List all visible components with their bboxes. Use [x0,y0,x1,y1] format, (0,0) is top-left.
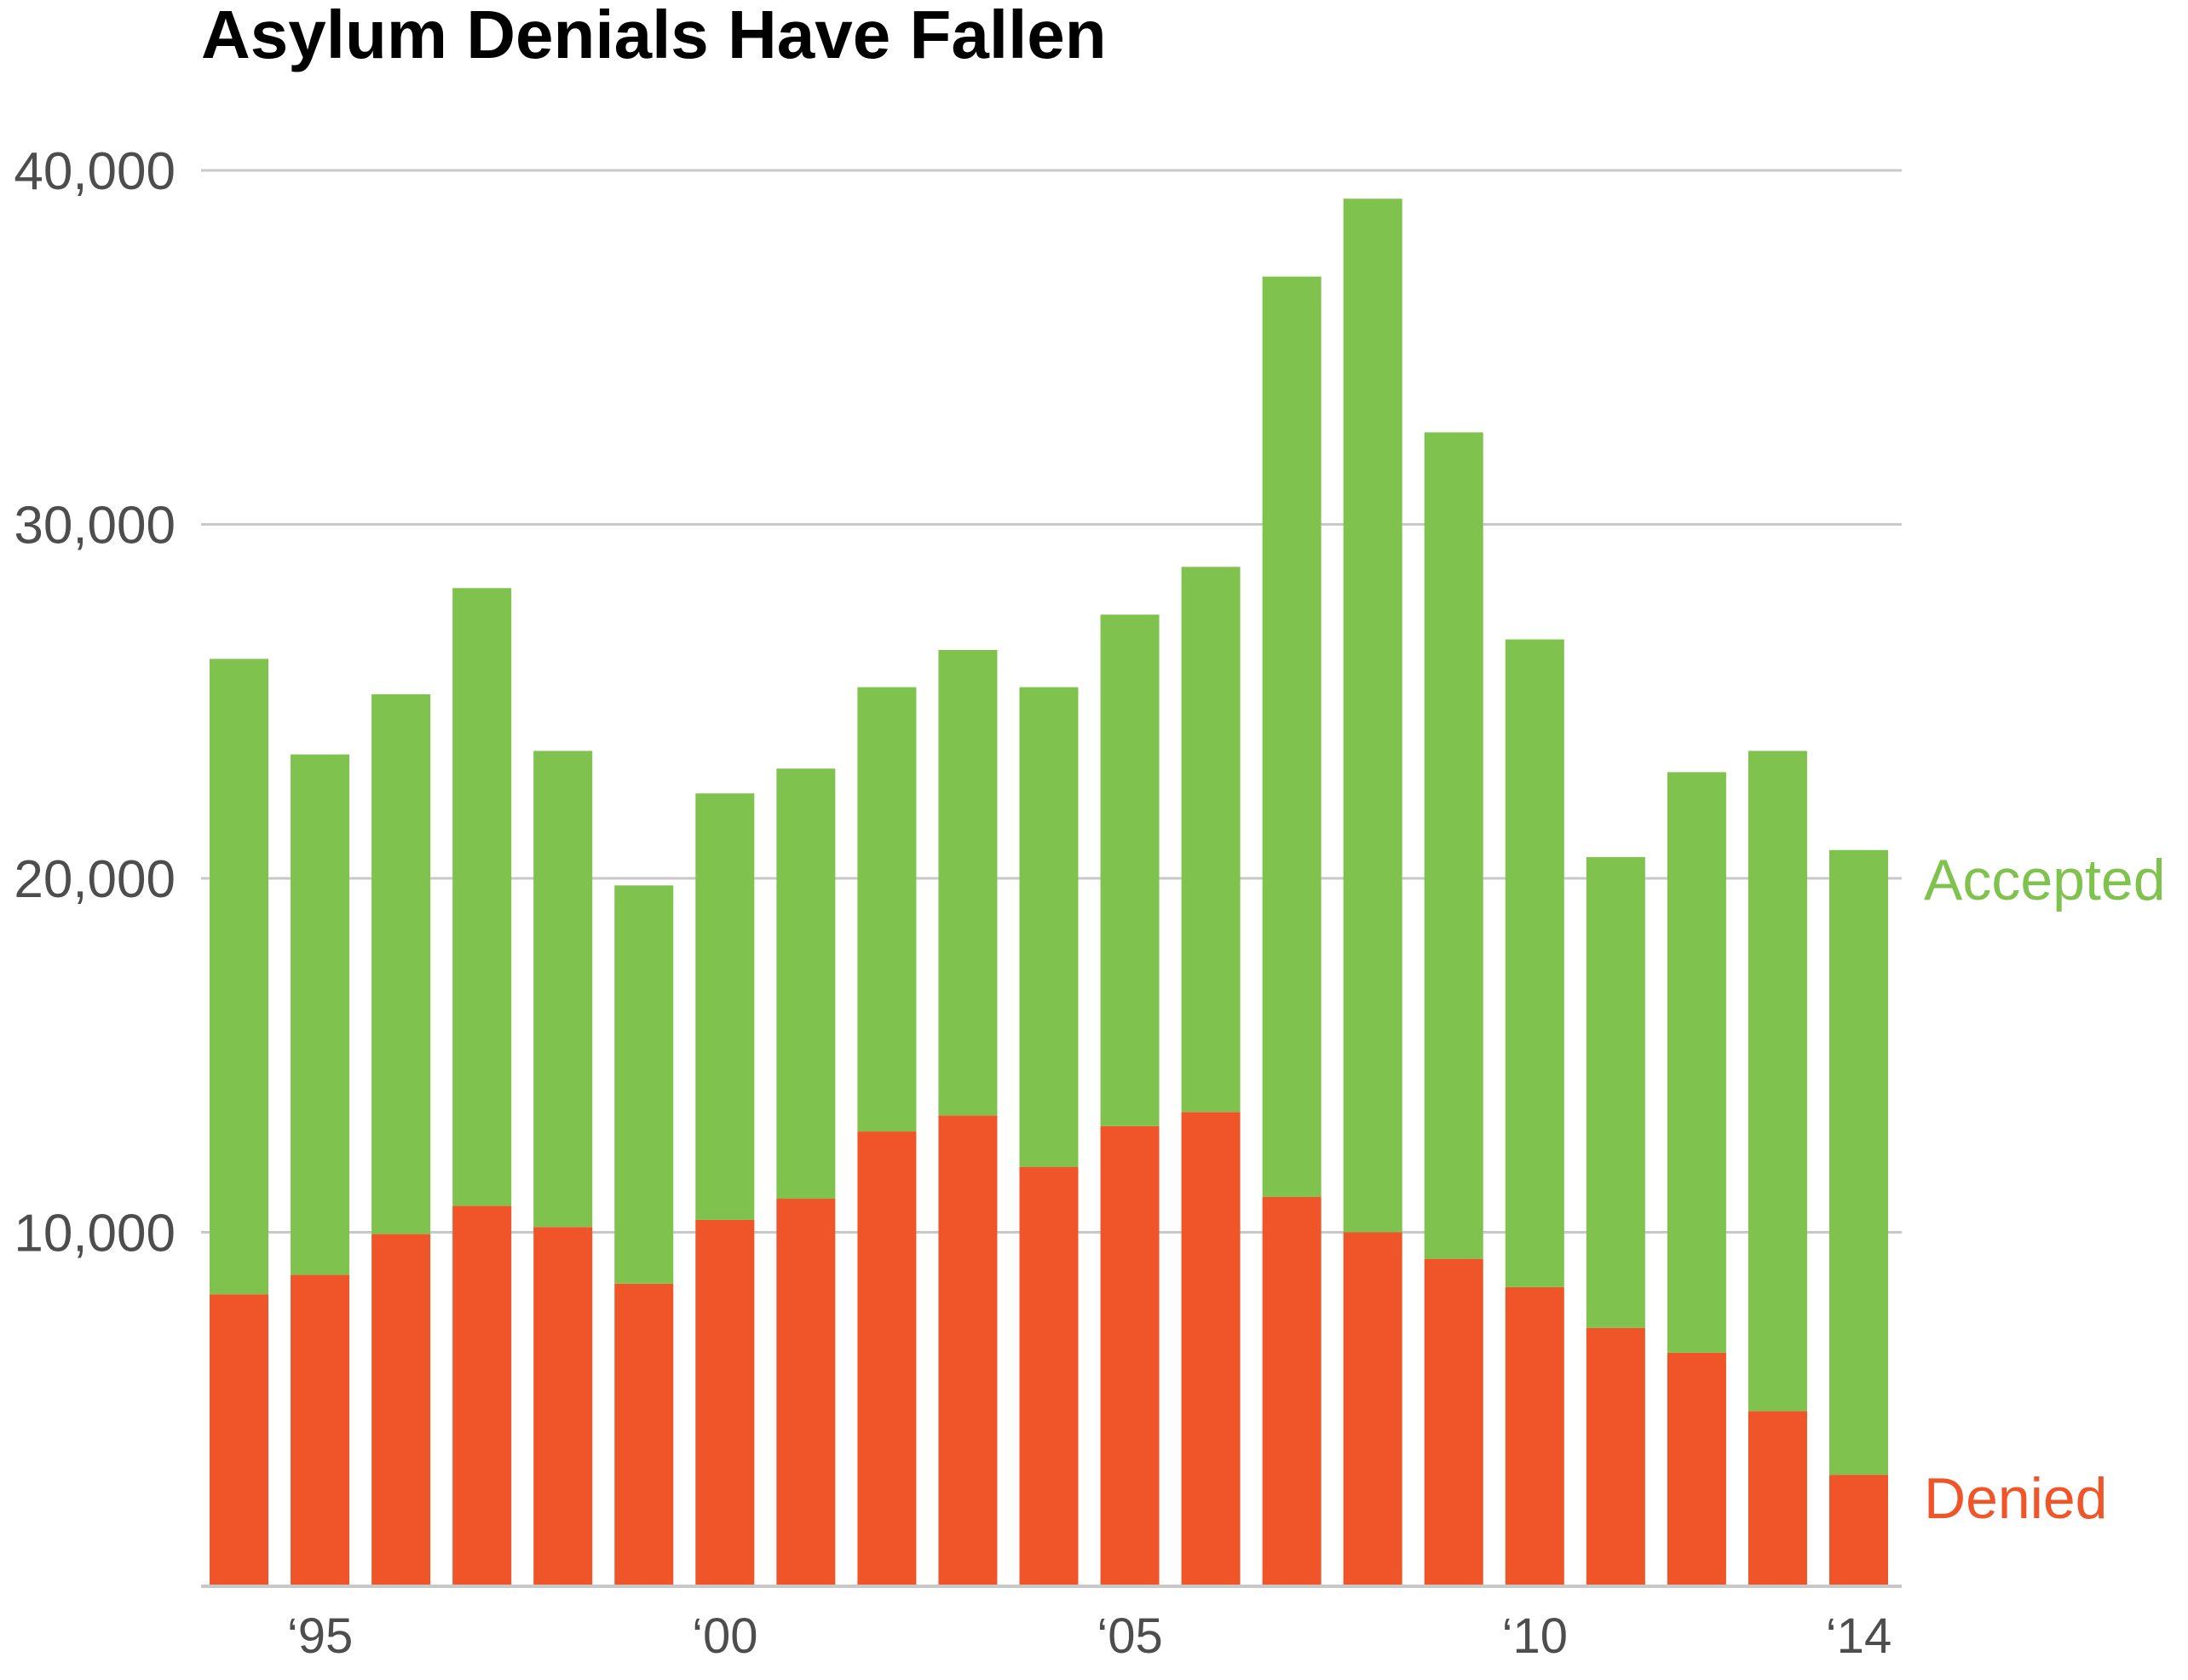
bar-accepted-1999 [614,885,674,1284]
bar-denied-2011 [1586,1327,1645,1586]
y-tick-label: 10,000 [14,1205,176,1263]
bar-accepted-2005 [1100,614,1160,1126]
bar-denied-2004 [1019,1166,1079,1586]
bar-denied-2013 [1748,1411,1807,1586]
bar-accepted-2014 [1829,849,1888,1476]
bar-denied-1996 [371,1234,431,1586]
x-tick-label: ‘05 [1097,1608,1162,1664]
series-label-accepted: Accepted [1924,848,2166,912]
bar-accepted-2002 [857,687,917,1132]
chart-title: Asylum Denials Have Fallen [201,0,1107,72]
bar-accepted-2011 [1586,857,1645,1328]
bar-accepted-2001 [776,768,836,1200]
bars [201,198,1902,1588]
bar-accepted-1994 [210,659,268,1295]
x-tick-label: ‘00 [692,1608,757,1664]
bar-accepted-1997 [452,588,512,1206]
x-tick-label: ‘10 [1502,1608,1568,1664]
bar-denied-2005 [1100,1125,1160,1586]
bar-denied-2010 [1505,1286,1564,1586]
bar-accepted-2012 [1667,772,1726,1353]
bar-accepted-2007 [1262,276,1321,1197]
series-label-denied: Denied [1924,1466,2108,1531]
bar-denied-2000 [695,1219,755,1586]
y-tick-label: 40,000 [14,142,176,201]
bar-accepted-2003 [938,650,998,1116]
x-axis-tick-labels: ‘95 ‘00 ‘05 ‘10 ‘14 [287,1608,1891,1664]
bar-accepted-2009 [1424,432,1483,1259]
bar-denied-1994 [210,1294,268,1586]
bar-denied-1998 [533,1227,593,1586]
bar-accepted-2008 [1343,198,1402,1233]
bar-accepted-2004 [1019,687,1079,1167]
bar-denied-2009 [1424,1258,1483,1586]
bar-accepted-2013 [1748,751,1807,1412]
series-labels: Accepted Denied [1924,848,2166,1531]
bar-denied-1995 [291,1274,350,1586]
bar-denied-2001 [776,1199,836,1586]
bar-denied-2007 [1262,1196,1321,1586]
bar-denied-2012 [1667,1352,1726,1586]
bar-denied-2003 [938,1115,998,1586]
bar-accepted-2006 [1181,567,1241,1113]
x-tick-label: ‘14 [1826,1608,1891,1664]
bar-accepted-1998 [533,751,593,1228]
bar-denied-2008 [1343,1232,1402,1586]
bar-accepted-1995 [291,754,350,1275]
bar-accepted-2010 [1505,639,1564,1287]
bar-denied-2002 [857,1131,917,1586]
bar-denied-1997 [452,1205,512,1586]
y-tick-label: 30,000 [14,497,176,555]
y-axis-tick-labels: 10,000 20,000 30,000 40,000 [14,142,176,1263]
bar-denied-2006 [1181,1112,1241,1586]
bar-denied-2014 [1829,1475,1888,1586]
bar-denied-1999 [614,1283,674,1586]
bar-accepted-2000 [695,793,755,1220]
bar-accepted-1996 [371,693,431,1234]
y-tick-label: 20,000 [14,850,176,909]
x-tick-label: ‘95 [287,1608,353,1664]
